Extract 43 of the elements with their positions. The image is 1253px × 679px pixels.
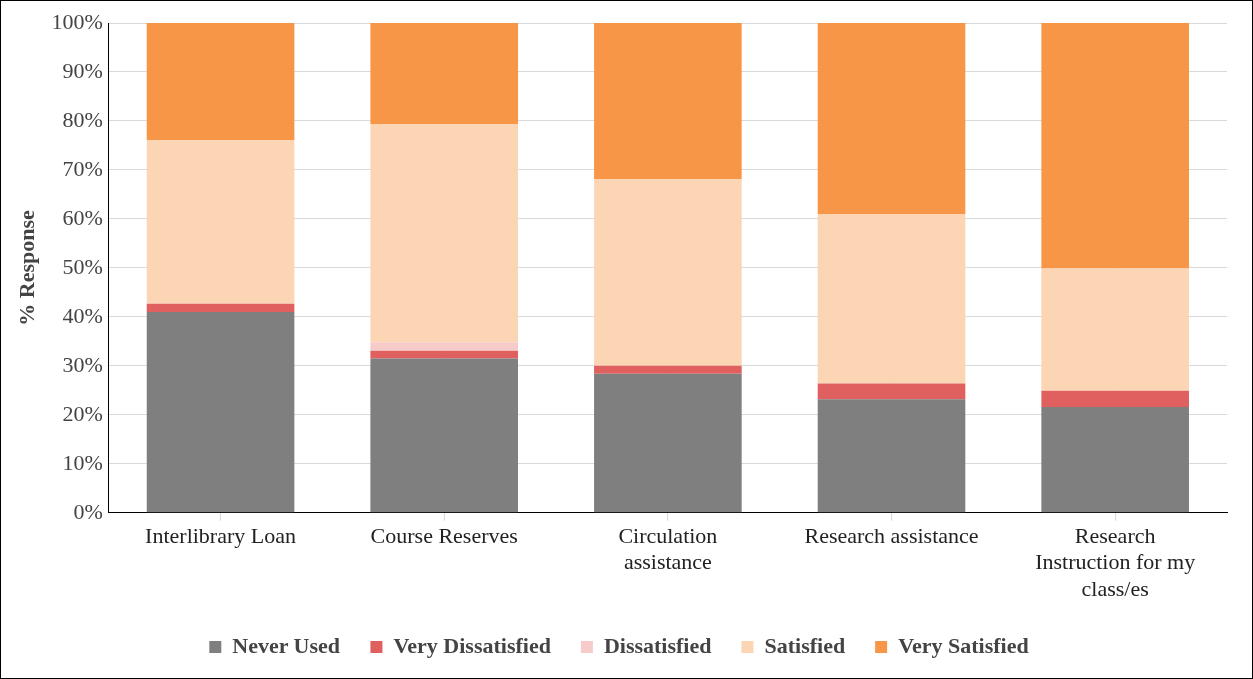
legend-label: Very Dissatisfied (393, 632, 551, 658)
y-tick-label: 40% (62, 302, 103, 328)
bar (594, 365, 742, 374)
bar (1041, 407, 1189, 513)
bar (594, 23, 742, 180)
bar (146, 23, 295, 141)
bar (1041, 390, 1189, 407)
x-tick-label: Research assistance (804, 522, 979, 548)
bar (370, 23, 519, 124)
x-tick-label: Course Reserves (370, 522, 518, 548)
bar (817, 399, 966, 513)
legend-label: Very Satisfied (898, 632, 1029, 658)
bar (817, 23, 966, 215)
y-tick-label: 100% (51, 8, 103, 34)
bar (594, 373, 742, 513)
y-tick-label: 50% (62, 253, 103, 279)
y-tick-label: 60% (62, 204, 103, 230)
bar (1041, 268, 1189, 391)
y-tick-label: 70% (62, 155, 103, 181)
bar (370, 123, 519, 343)
bar (817, 383, 966, 400)
y-tick-label: 80% (62, 106, 103, 132)
legend-label: Satisfied (764, 632, 846, 658)
bar (370, 358, 519, 513)
x-tick-label: Research Instruction for my class/es (1035, 522, 1196, 601)
bar (146, 140, 295, 304)
bar (146, 311, 295, 513)
y-axis-title: % Response (13, 209, 39, 326)
bar (370, 342, 519, 351)
y-tick-label: 90% (62, 57, 103, 83)
legend-label: Never Used (232, 632, 341, 658)
bar (817, 214, 966, 384)
bar (370, 350, 519, 359)
y-tick-label: 10% (62, 449, 103, 475)
y-tick-label: 0% (73, 498, 103, 524)
x-tick-label: Circulation assistance (618, 522, 718, 575)
bar (146, 303, 295, 312)
bar (594, 179, 742, 366)
legend-label: Dissatisfied (603, 632, 712, 658)
y-tick-label: 30% (62, 351, 103, 377)
bar (1041, 23, 1189, 269)
y-tick-label: 20% (62, 400, 103, 426)
x-tick-label: Interlibrary Loan (145, 522, 296, 548)
